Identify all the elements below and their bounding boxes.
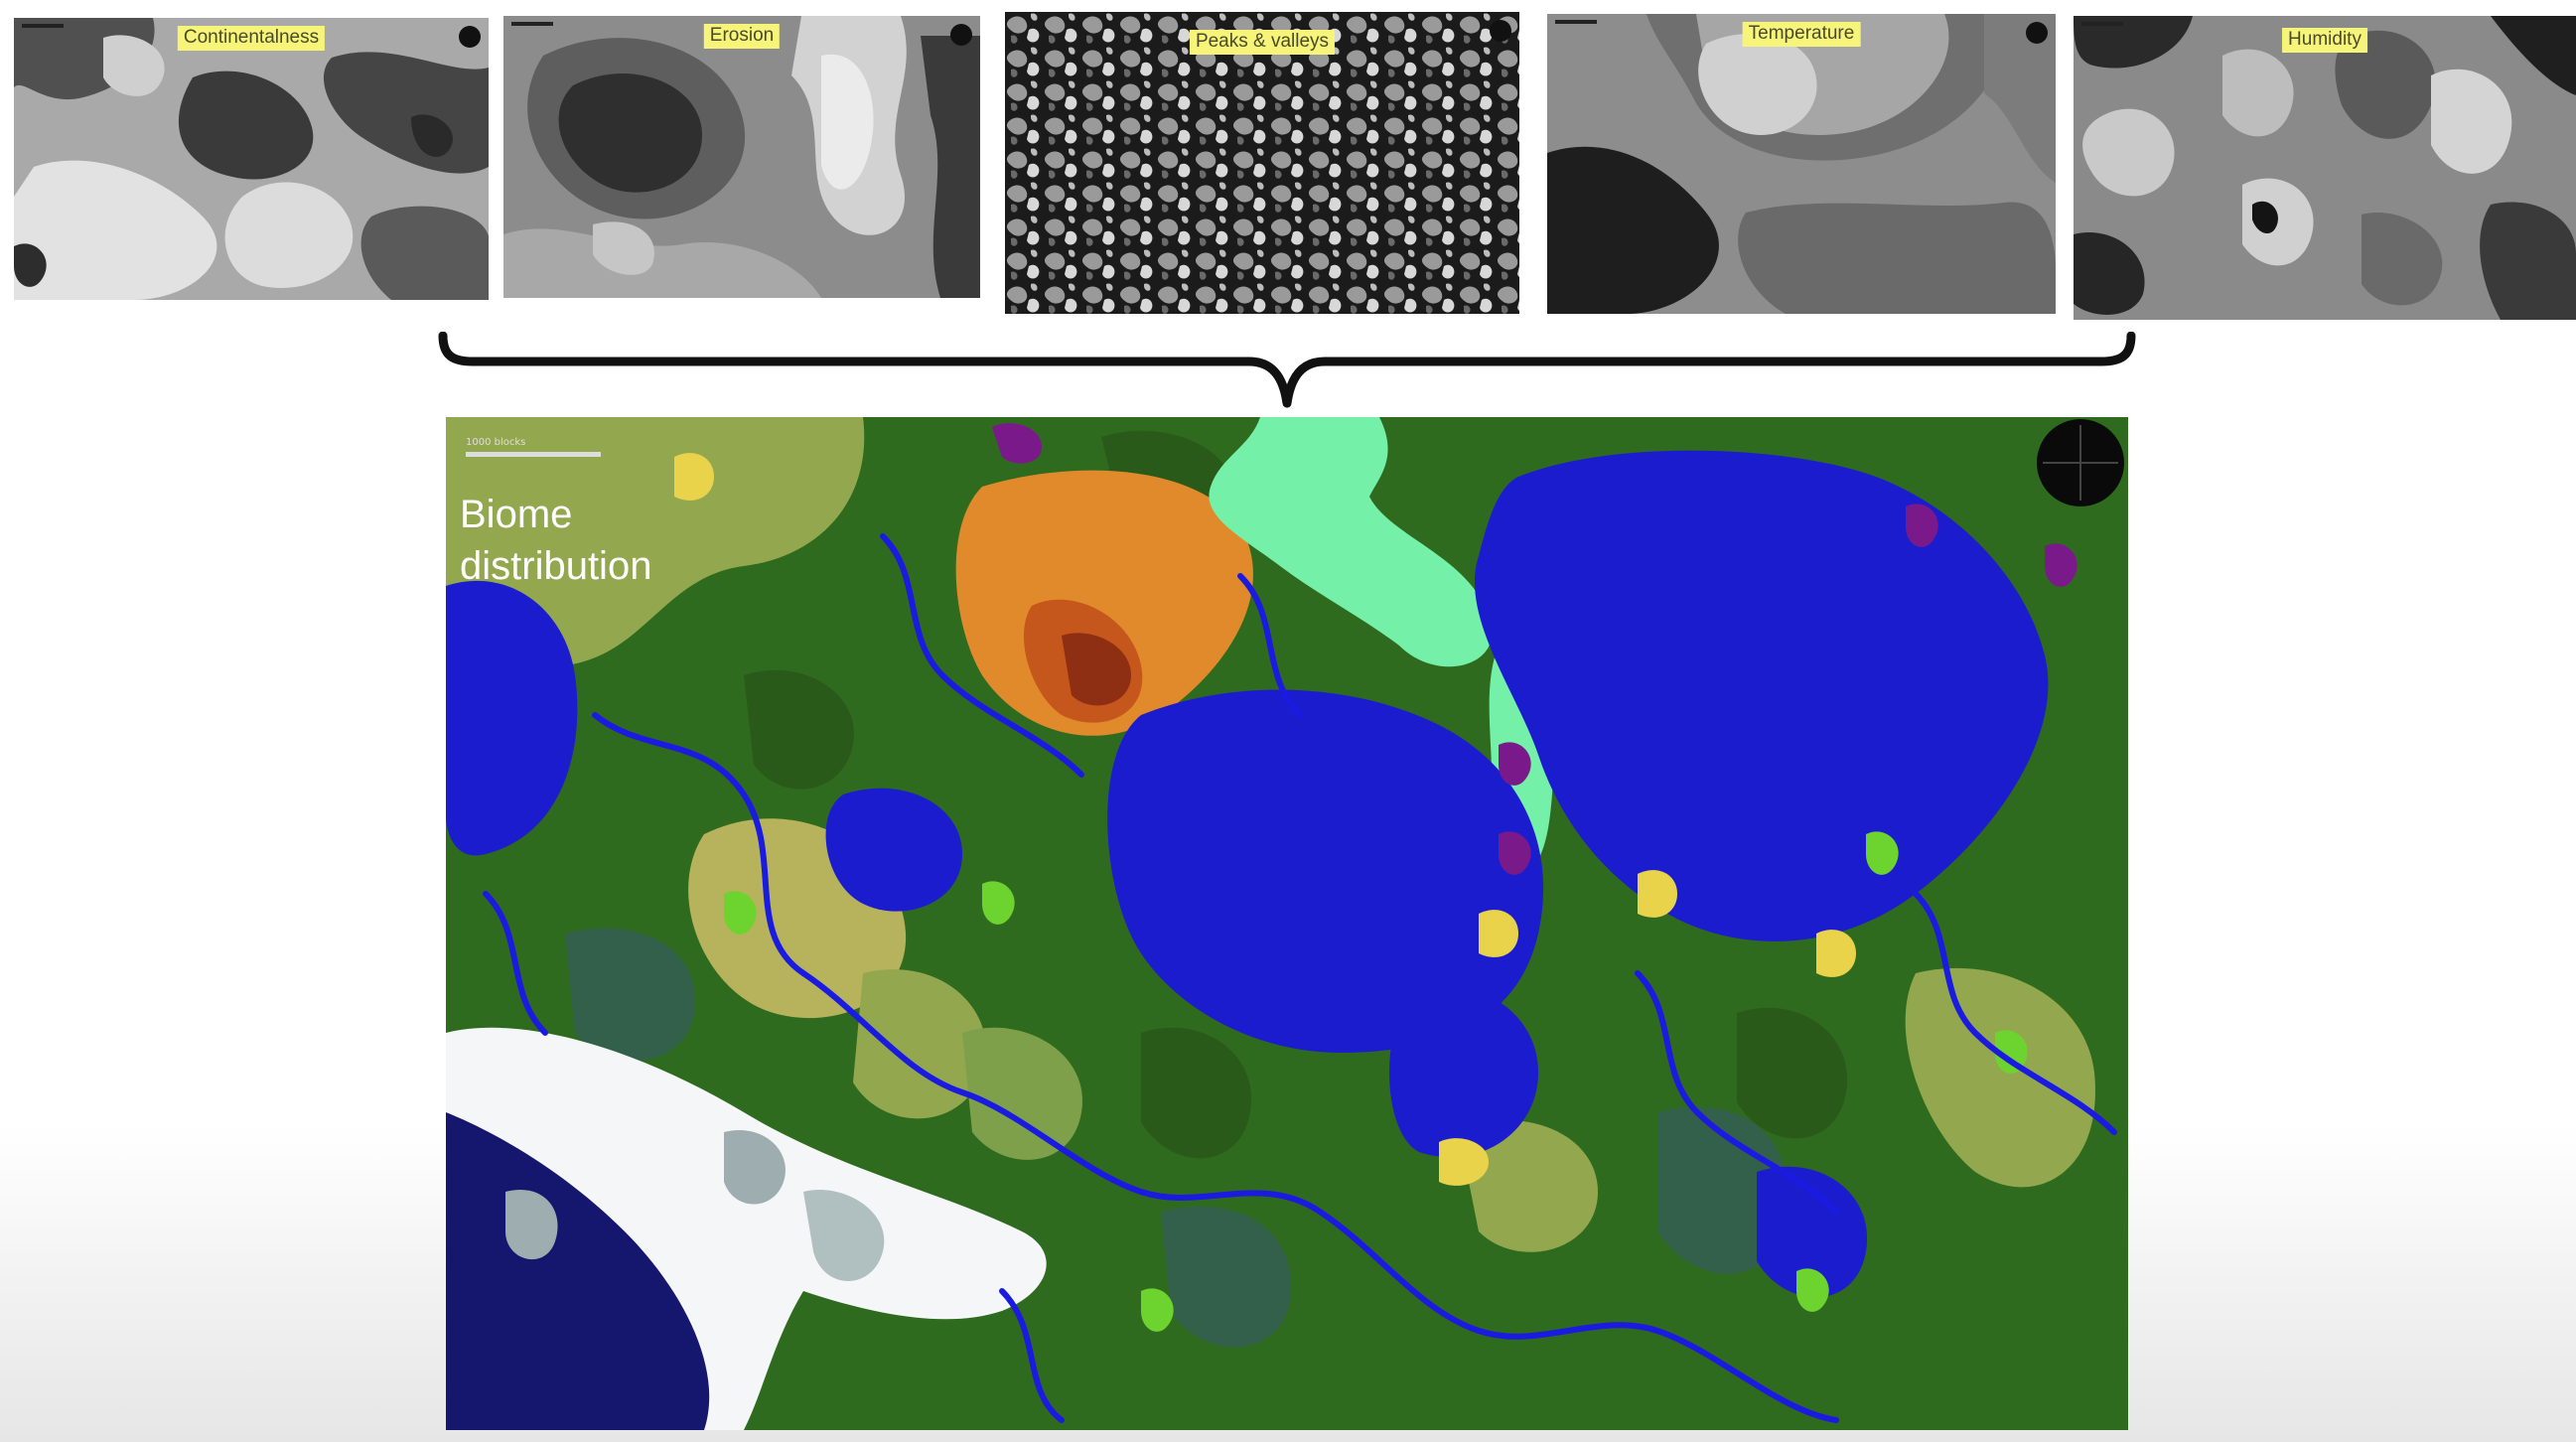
erosion-noise	[503, 16, 980, 298]
biome-map-graphic	[446, 417, 2128, 1430]
biome-distribution-map: 1000 blocks Biome distribution	[446, 417, 2128, 1430]
peaks-valleys-map: Peaks & valleys	[1005, 12, 1519, 314]
scale-bar	[511, 22, 553, 26]
noise-map-label: Continentalness	[177, 26, 326, 51]
humidity-noise	[2074, 16, 2576, 320]
compass-icon	[2037, 419, 2124, 506]
map-scale: 1000 blocks	[466, 437, 601, 457]
scale-bar	[2081, 22, 2123, 26]
curly-brace-connector	[438, 332, 2136, 408]
continentalness-map: Continentalness	[14, 18, 489, 300]
compass-dot	[2026, 22, 2048, 44]
scale-bar	[22, 24, 64, 28]
temperature-noise	[1547, 14, 2056, 314]
compass-dot	[459, 26, 481, 48]
map-scale-label: 1000 blocks	[466, 437, 526, 448]
noise-map-label: Temperature	[1742, 22, 1861, 47]
compass-dot	[950, 24, 972, 46]
peaks-valleys-noise	[1005, 12, 1519, 314]
erosion-map: Erosion	[503, 16, 980, 298]
scale-bar	[1555, 20, 1597, 24]
noise-map-label: Peaks & valleys	[1189, 30, 1336, 55]
map-title: Biome distribution	[460, 493, 652, 588]
temperature-map: Temperature	[1547, 14, 2056, 314]
noise-map-label: Humidity	[2282, 28, 2367, 53]
humidity-map: Humidity	[2074, 16, 2576, 320]
map-scale-bar	[466, 452, 601, 457]
noise-map-label: Erosion	[703, 24, 781, 49]
compass-dot	[1490, 20, 1511, 42]
continentalness-noise	[14, 18, 489, 300]
